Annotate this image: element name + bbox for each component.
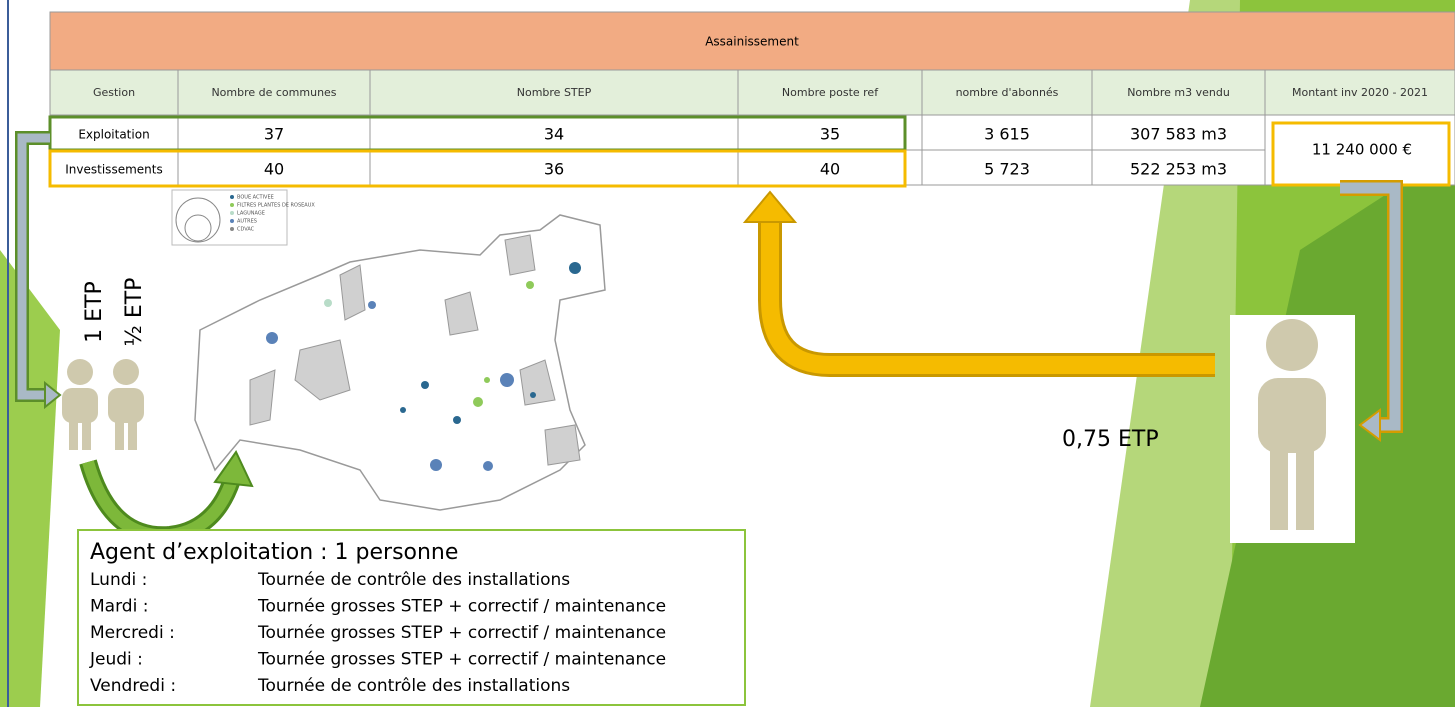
map-dot <box>530 392 536 398</box>
map-area <box>545 425 580 465</box>
slide: Assainissement Gestion Nombre de communes N… <box>0 0 1455 707</box>
cell-text: 37 <box>264 125 284 144</box>
cell-text: Investissements <box>65 163 162 177</box>
map-dot <box>526 281 534 289</box>
etp-label: 0,75 ETP <box>1062 427 1159 452</box>
map-dot <box>368 301 376 309</box>
map-dot <box>430 459 442 471</box>
column-header: Nombre m3 vendu <box>1127 86 1230 99</box>
cell-text: 307 583 m3 <box>1130 125 1227 144</box>
day: Jeudi : <box>89 650 143 670</box>
task: Tournée de contrôle des installations <box>257 676 570 696</box>
map-dot <box>453 416 461 424</box>
legend-dot <box>230 195 234 199</box>
legend-label: LAGUNAGE <box>237 211 265 217</box>
column-header: Nombre STEP <box>517 86 592 99</box>
etp-label: ½ ETP <box>122 278 147 347</box>
column-header: Montant inv 2020 - 2021 <box>1292 86 1428 99</box>
cell-text: 40 <box>820 160 840 179</box>
cell-text: 3 615 <box>984 125 1030 144</box>
column-header: nombre d'abonnés <box>956 86 1059 99</box>
merged-cell-text: 11 240 000 € <box>1312 141 1412 159</box>
map-area <box>340 265 365 320</box>
legend-label: AUTRES <box>237 219 257 225</box>
legend-label: BOUE ACTIVEE <box>237 195 274 201</box>
legend-label: CDVAC <box>237 227 255 233</box>
legend-dot <box>230 219 234 223</box>
task: Tournée grosses STEP + correctif / maint… <box>257 623 666 643</box>
day: Mardi : <box>90 597 148 617</box>
map-dot <box>473 397 483 407</box>
cell-text: Exploitation <box>78 128 149 142</box>
map-dot <box>400 407 406 413</box>
column-header: Nombre de communes <box>211 86 336 99</box>
etp-label: 1 ETP <box>82 281 107 343</box>
table: Assainissement Gestion Nombre de communes N… <box>50 12 1455 186</box>
cell-text: 40 <box>264 160 284 179</box>
agent-title: Agent d’exploitation : 1 personne <box>90 540 458 565</box>
column-header: Gestion <box>93 86 135 99</box>
task: Tournée de contrôle des installations <box>257 570 570 590</box>
cell-text: 34 <box>544 125 564 144</box>
legend-dot <box>230 203 234 207</box>
map-dot <box>500 373 514 387</box>
task: Tournée grosses STEP + correctif / maint… <box>257 650 666 670</box>
cell-text: 35 <box>820 125 840 144</box>
map-dot <box>421 381 429 389</box>
map-dot <box>266 332 278 344</box>
cell-text: 522 253 m3 <box>1130 160 1227 179</box>
day: Vendredi : <box>90 676 176 696</box>
map-area <box>505 235 535 275</box>
day: Lundi : <box>90 570 147 590</box>
day: Mercredi : <box>90 623 175 643</box>
table-title: Assainissement <box>705 35 799 49</box>
legend-dot <box>230 211 234 215</box>
map-dot <box>324 299 332 307</box>
map-dot <box>483 461 493 471</box>
legend-dot <box>230 227 234 231</box>
legend-label: FILTRES PLANTES DE ROSEAUX <box>237 203 315 209</box>
map-dot <box>569 262 581 274</box>
column-header: Nombre poste ref <box>782 86 879 99</box>
map-dot <box>484 377 490 383</box>
cell-text: 36 <box>544 160 564 179</box>
cell-text: 5 723 <box>984 160 1030 179</box>
task: Tournée grosses STEP + correctif / maint… <box>257 597 666 617</box>
